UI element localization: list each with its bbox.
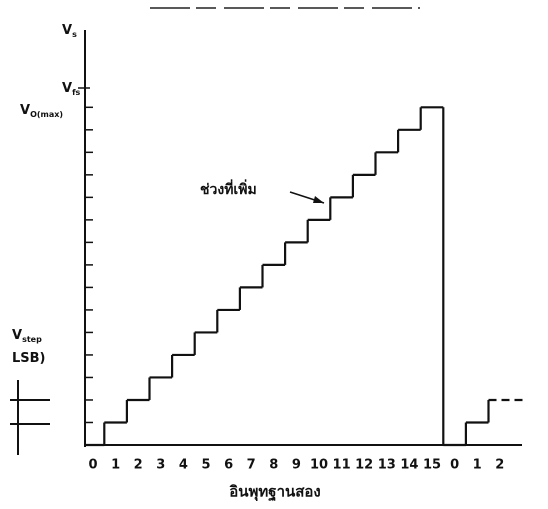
y-label-main: V: [62, 23, 72, 38]
x-tick-label: 1: [473, 458, 482, 473]
x-tick-label: 2: [495, 458, 504, 473]
x-tick-label: 14: [400, 458, 418, 473]
y-label-main: V: [20, 103, 30, 118]
x-tick-label: 10: [310, 458, 328, 473]
x-tick-label: 9: [292, 458, 301, 473]
y-label: LSB): [12, 351, 46, 366]
x-tick-label: 5: [201, 458, 210, 473]
y-label: Vs: [62, 23, 77, 39]
chart: อินพุทฐานสอง ช่วงที่เพิ่ม VsVfsVO(max)Vs…: [0, 0, 548, 505]
y-label-main: LSB): [12, 351, 46, 366]
y-label-main: V: [12, 328, 22, 343]
x-tick-label: 0: [450, 458, 459, 473]
x-tick-label: 3: [156, 458, 165, 473]
x-tick-label: 11: [333, 458, 351, 473]
y-label: VO(max): [20, 103, 63, 119]
x-tick-label: 15: [423, 458, 441, 473]
y-label-sub: O(max): [30, 110, 63, 119]
y-label-sub: fs: [72, 88, 80, 97]
x-tick-label: 4: [179, 458, 188, 473]
arrow-head: [313, 196, 324, 203]
x-tick-label: 1: [111, 458, 120, 473]
annotation: ช่วงที่เพิ่ม: [200, 179, 257, 198]
x-tick-label: 7: [247, 458, 256, 473]
x-tick-label: 8: [269, 458, 278, 473]
y-label-main: V: [62, 81, 72, 96]
y-label-sub: s: [72, 30, 77, 39]
y-label: Vfs: [62, 81, 81, 97]
x-tick-label: 12: [355, 458, 373, 473]
x-tick-label: 13: [378, 458, 396, 473]
x-tick-label: 6: [224, 458, 233, 473]
y-label-sub: step: [22, 335, 42, 344]
y-label: Vstep: [12, 328, 42, 344]
x-tick-label: 2: [134, 458, 143, 473]
x-axis-title: อินพุทฐานสอง: [229, 483, 320, 502]
x-tick-label: 0: [88, 458, 97, 473]
